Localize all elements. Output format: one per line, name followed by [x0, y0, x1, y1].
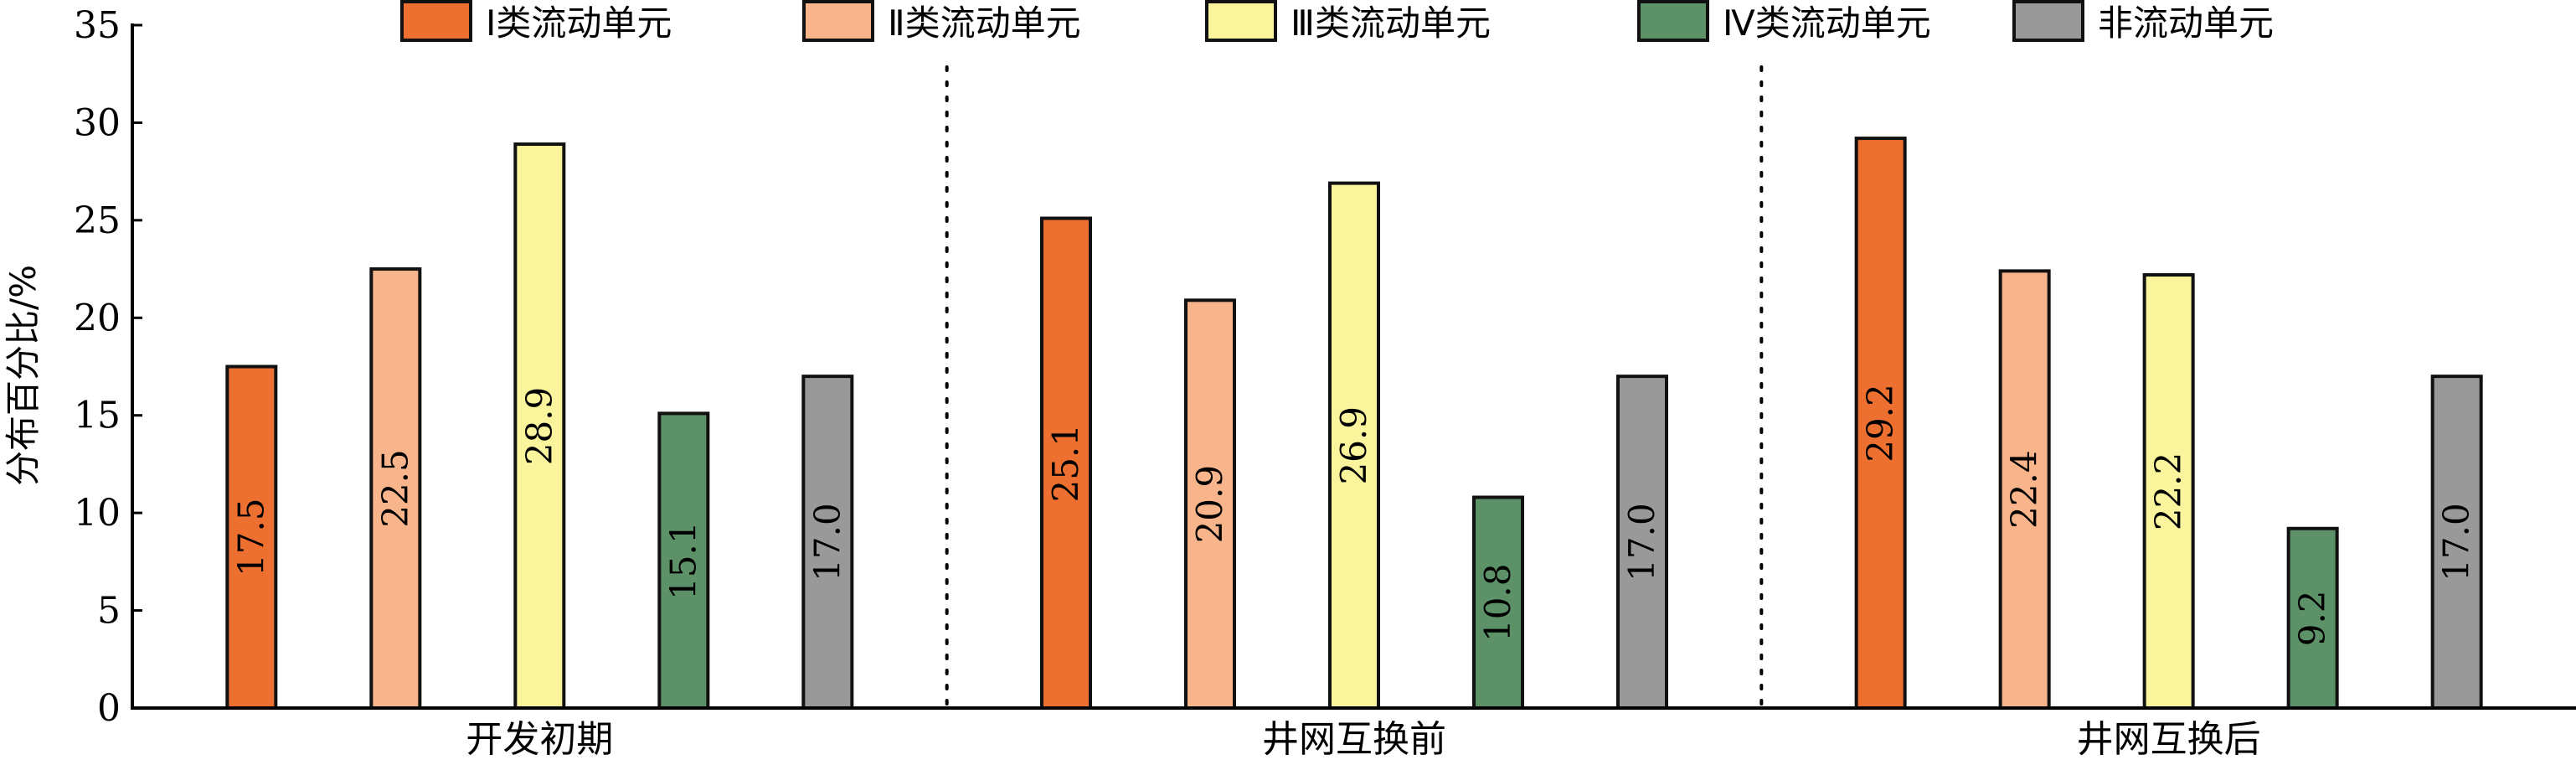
legend-swatch — [802, 0, 874, 42]
axes — [131, 23, 2576, 710]
legend-swatch — [1637, 0, 1709, 42]
bar-value-label: 9.2 — [2292, 590, 2333, 646]
y-tick-label: 30 — [74, 101, 121, 144]
y-tick-label: 35 — [74, 4, 121, 47]
x-tick-label: 井网互换前 — [1262, 718, 1446, 761]
x-tick-labels: 开发初期 井网互换前 井网互换后 — [466, 718, 2260, 761]
x-tick-label: 井网互换后 — [2077, 718, 2261, 761]
bar-value-label: 10.8 — [1477, 563, 1518, 642]
bar-value-label: 28.9 — [518, 387, 559, 466]
bar-value-label: 26.9 — [1333, 406, 1374, 485]
y-tick-labels: 0 5 10 15 20 25 30 35 — [74, 4, 121, 730]
y-tick-label: 25 — [74, 199, 121, 242]
bar-value-label: 20.9 — [1189, 465, 1230, 544]
x-tick-label: 开发初期 — [466, 718, 613, 761]
bar — [1184, 298, 1236, 710]
legend-swatch — [2012, 0, 2084, 42]
y-tick-label: 0 — [97, 687, 121, 730]
bar-value-label: 17.0 — [1621, 503, 1662, 582]
y-axis-label: 分布百分比/% — [3, 265, 44, 486]
legend-label: Ⅰ类流动单元 — [486, 3, 672, 44]
bar — [2286, 526, 2339, 710]
bar-value-label: 25.1 — [1045, 424, 1086, 503]
legend-label: 非流动单元 — [2098, 3, 2274, 44]
legend-swatch — [400, 0, 472, 42]
legend-label: Ⅳ类流动单元 — [1723, 3, 1931, 44]
bar-value-labels: 17.5 22.5 28.9 15.1 17.0 25.1 20.9 26.9 10.8 17.0… — [230, 384, 2476, 646]
bar — [1854, 137, 1907, 711]
y-tick-label: 10 — [74, 492, 121, 535]
legend-label: Ⅱ类流动单元 — [888, 3, 1081, 44]
bar-value-label: 17.5 — [230, 498, 271, 576]
y-tick-label: 5 — [97, 590, 121, 633]
bar — [1998, 269, 2051, 710]
legend: Ⅰ类流动单元 Ⅱ类流动单元 Ⅲ类流动单元 Ⅳ类流动单元 非流动单元 — [400, 0, 2274, 44]
bar — [513, 142, 566, 711]
bar-value-label: 22.4 — [2004, 450, 2045, 529]
bar-value-label: 15.1 — [662, 521, 703, 600]
bar-value-label: 22.5 — [374, 449, 415, 528]
legend-label: Ⅲ类流动单元 — [1291, 3, 1491, 44]
bar — [1040, 216, 1092, 710]
bar — [657, 411, 710, 710]
y-tick-label: 15 — [74, 395, 121, 437]
bar — [1472, 495, 1524, 710]
bar-value-label: 17.0 — [806, 503, 848, 582]
bar — [2430, 375, 2483, 710]
legend-swatch — [1205, 0, 1277, 42]
bar — [1328, 181, 1380, 711]
y-tick-label: 20 — [74, 297, 121, 339]
bar-value-label: 22.2 — [2148, 452, 2189, 531]
bar-value-label: 17.0 — [2436, 503, 2477, 582]
bar-value-label: 29.2 — [1860, 384, 1901, 463]
group-separators — [945, 65, 1764, 710]
